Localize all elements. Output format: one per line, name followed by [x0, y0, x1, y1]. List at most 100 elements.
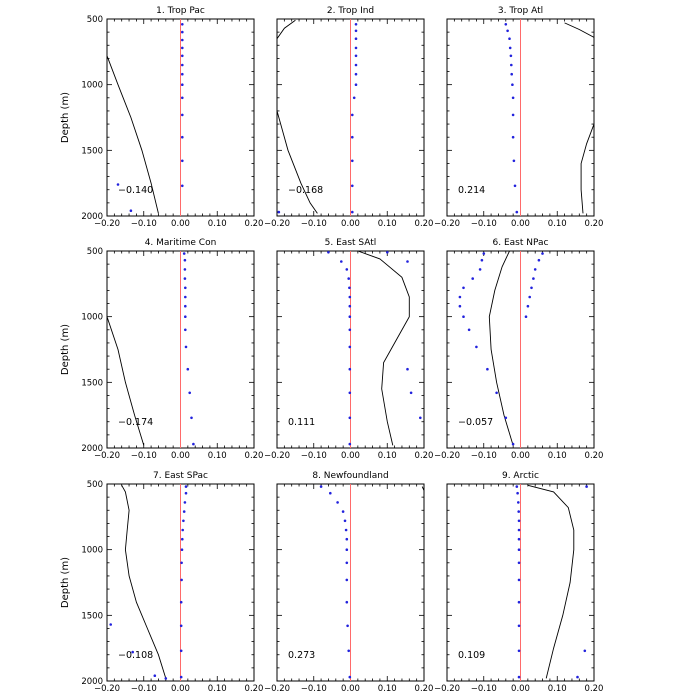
data-point [352, 96, 356, 100]
y-axis-label: Depth (m) [60, 324, 71, 375]
data-point [517, 675, 521, 679]
x-tick-label: 0.20 [585, 451, 604, 461]
data-point [458, 295, 462, 299]
data-point [327, 251, 330, 254]
data-point [517, 519, 521, 523]
data-point [179, 624, 183, 628]
data-point [346, 624, 349, 628]
x-tick-label: −0.20 [264, 684, 290, 694]
data-point [181, 63, 184, 67]
panel-3: −0.20 −0.10 0.00 0.10 0.20 3. Trop Atl 0.214 [434, 6, 604, 229]
data-point [533, 268, 537, 271]
x-tick-label: 0.00 [511, 684, 530, 694]
series-line [580, 123, 594, 214]
data-point [182, 252, 186, 255]
y-tick-label: 1500 [81, 611, 103, 621]
x-tick-label: −0.10 [471, 451, 497, 461]
data-point [181, 38, 184, 42]
data-point [182, 510, 186, 513]
x-tick-label: −0.10 [131, 219, 157, 229]
y-tick-label: 1000 [81, 81, 103, 91]
data-point [345, 578, 349, 582]
data-point [351, 210, 354, 214]
data-point [116, 183, 120, 186]
data-point [345, 561, 349, 565]
y-axis-label: Depth (m) [60, 92, 71, 143]
data-point [354, 72, 358, 76]
data-point [576, 675, 579, 679]
y-tick-label: 1500 [81, 146, 103, 156]
data-point [495, 391, 498, 395]
data-point [354, 29, 358, 33]
data-point [513, 184, 517, 188]
data-point [351, 184, 354, 188]
panel-4: −0.20 −0.10 0.00 0.10 0.20 500 1000 1500 2000 Dep… [60, 238, 263, 461]
data-point [419, 416, 422, 420]
data-point [583, 649, 587, 653]
panel-1: −0.20 −0.10 0.00 0.10 0.20 500 1000 1500 2000 Dep… [60, 6, 263, 229]
data-point [511, 113, 515, 117]
data-point [347, 649, 351, 653]
data-point [409, 391, 413, 395]
data-point [109, 623, 112, 626]
data-point [179, 675, 183, 679]
data-point [406, 367, 409, 371]
x-tick-label: −0.20 [94, 684, 120, 694]
data-point [508, 37, 511, 40]
x-tick-label: −0.20 [434, 451, 460, 461]
data-point [517, 561, 521, 565]
data-point [341, 510, 345, 513]
panel-6: −0.20 −0.10 0.00 0.10 0.20 6. East NPac −0.057 [434, 238, 604, 461]
x-tick-label: 0.00 [511, 451, 530, 461]
data-point [511, 442, 515, 446]
panel-title: 2. Trop Ind [327, 6, 374, 16]
data-point [510, 72, 513, 76]
data-point [585, 485, 588, 488]
data-point [354, 23, 358, 26]
data-point [183, 501, 187, 504]
y-tick-label: 500 [87, 480, 103, 490]
x-tick-label: −0.10 [131, 451, 157, 461]
data-point [517, 624, 521, 628]
data-point [478, 268, 482, 271]
data-point [181, 30, 184, 34]
x-tick-label: −0.20 [94, 451, 120, 461]
data-point [182, 519, 185, 523]
data-point [471, 277, 475, 280]
data-point [537, 258, 541, 262]
x-tick-label: 0.10 [208, 219, 227, 229]
series-line [564, 22, 594, 38]
data-point [504, 416, 508, 420]
x-tick-label: −0.10 [471, 684, 497, 694]
data-point [319, 485, 323, 488]
data-point [511, 135, 515, 139]
series-line [107, 316, 145, 446]
data-point [511, 83, 514, 86]
data-point [526, 304, 530, 308]
data-point [511, 96, 515, 100]
panel-annotation: −0.168 [288, 185, 323, 196]
data-point [406, 260, 409, 263]
data-point [181, 54, 184, 58]
data-point [180, 548, 184, 551]
data-point [348, 442, 352, 446]
data-point [183, 277, 187, 280]
data-point [517, 600, 521, 604]
data-point [183, 268, 187, 271]
data-point [131, 650, 134, 654]
x-tick-label: 0.20 [415, 684, 434, 694]
data-point [482, 252, 486, 255]
panel-annotation: −0.174 [118, 417, 153, 428]
data-point [462, 315, 465, 319]
data-point [181, 23, 184, 26]
data-point [517, 548, 521, 551]
series-line [357, 251, 410, 446]
x-tick-label: −0.20 [264, 451, 290, 461]
data-point [354, 37, 358, 40]
data-point [354, 46, 358, 50]
x-tick-label: 0.00 [341, 451, 360, 461]
data-point [344, 528, 348, 532]
data-point [336, 501, 339, 504]
x-tick-label: −0.20 [434, 219, 460, 229]
data-point [354, 83, 358, 86]
